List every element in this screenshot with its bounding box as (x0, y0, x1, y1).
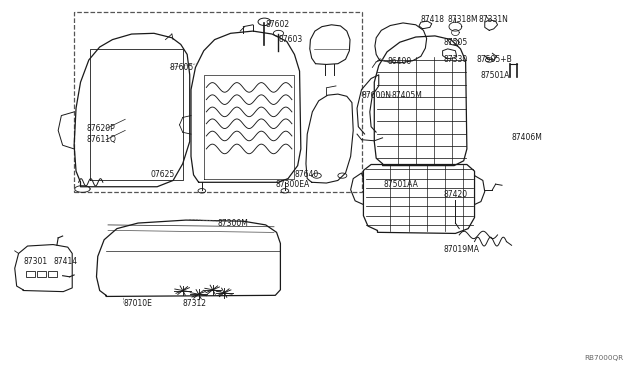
Text: 87420: 87420 (444, 190, 467, 199)
Text: 87330: 87330 (444, 55, 467, 64)
Text: 87603: 87603 (278, 35, 303, 44)
Text: 87301: 87301 (23, 257, 47, 266)
Text: 87600N: 87600N (362, 91, 392, 100)
Text: 87501A: 87501A (481, 71, 510, 80)
Text: 87505+B: 87505+B (476, 55, 512, 64)
Text: 87019MA: 87019MA (444, 244, 479, 253)
Bar (74, 12, 362, 192)
Text: 87312: 87312 (182, 299, 207, 308)
Text: 87406M: 87406M (511, 132, 543, 142)
Bar (48, 271, 57, 277)
Bar (26, 271, 35, 277)
Text: 87331N: 87331N (478, 16, 508, 25)
Text: 87318M: 87318M (448, 16, 478, 25)
Text: 87501AA: 87501AA (384, 180, 419, 189)
Text: 07625: 07625 (151, 170, 175, 179)
Text: 87405M: 87405M (392, 91, 422, 100)
Text: 87300EA: 87300EA (275, 180, 310, 189)
Text: 87505: 87505 (444, 38, 467, 47)
Text: 87602: 87602 (266, 20, 290, 29)
Text: 87620P: 87620P (87, 124, 116, 133)
Text: 87611Q: 87611Q (87, 135, 116, 144)
Text: RB7000QR: RB7000QR (584, 355, 623, 361)
Bar (37, 271, 46, 277)
Text: 87640: 87640 (294, 170, 319, 179)
Text: 87605: 87605 (170, 63, 194, 72)
Text: 87300M: 87300M (218, 219, 249, 228)
Text: 87010E: 87010E (124, 299, 153, 308)
Text: 87418: 87418 (421, 16, 445, 25)
Text: 86400: 86400 (387, 57, 412, 66)
Text: 87414: 87414 (54, 257, 78, 266)
